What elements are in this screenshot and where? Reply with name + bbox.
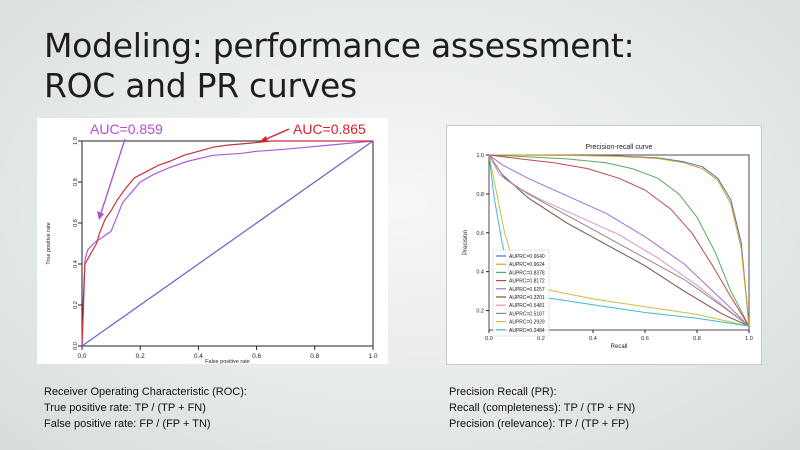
roc-x-axis-label: False positive rate bbox=[205, 359, 250, 364]
roc-y-tick-label: 0.8 bbox=[73, 178, 79, 186]
roc-annotation-red: AUC=0.865 bbox=[293, 121, 366, 137]
pr-caption: Precision Recall (PR): Recall (completen… bbox=[449, 384, 635, 432]
roc-y-tick-label: 0.2 bbox=[73, 301, 79, 309]
pr-y-axis-label: Precision bbox=[463, 230, 469, 255]
pr-y-tick-label: 0.4 bbox=[476, 270, 484, 276]
roc-caption: Receiver Operating Characteristic (ROC):… bbox=[44, 384, 247, 432]
roc-plot-frame bbox=[81, 140, 374, 347]
pr-chart: Precision-recall curve 0.0 0.2 0.4 0.6 0.8 1.0… bbox=[463, 144, 753, 350]
pr-legend-label-3: AUPRC=0.8172 bbox=[509, 279, 545, 285]
pr-series-line-4 bbox=[488, 154, 750, 327]
roc-y-axis-label: True positive rate bbox=[46, 222, 52, 264]
roc-x-tick-label: 0.0 bbox=[77, 353, 86, 360]
pr-x-tick-label: 0.8 bbox=[693, 336, 701, 342]
pr-caption-recall: Recall (completeness): TP / (TP + FN) bbox=[449, 402, 636, 414]
pr-legend-label-0: AUPRC=0.9640 bbox=[509, 254, 545, 260]
slide-title: Modeling: performance assessment: ROC an… bbox=[44, 26, 635, 106]
roc-annotation-arrowhead-red bbox=[259, 136, 268, 142]
pr-series-line-1 bbox=[488, 154, 750, 327]
roc-annotation-arrow-red bbox=[263, 128, 290, 141]
pr-series-line-3 bbox=[488, 154, 750, 327]
roc-x-tick-label: 0.4 bbox=[194, 353, 203, 360]
pr-legend-label-9: AUPRC=0.2484 bbox=[509, 328, 545, 334]
pr-legend-label-7: AUPRC=0.5187 bbox=[509, 311, 545, 317]
roc-y-tick-label: 0.0 bbox=[73, 342, 79, 350]
roc-caption-fpr: False positive rate: FP / (FP + TN) bbox=[44, 418, 211, 430]
pr-y-tick-label: 0.8 bbox=[476, 192, 484, 198]
pr-x-axis-label: Recall bbox=[611, 344, 628, 350]
roc-series-line-2 bbox=[81, 140, 374, 347]
pr-chart-title: Precision-recall curve bbox=[586, 144, 653, 151]
pr-y-tick-label: 0.2 bbox=[476, 309, 484, 315]
pr-legend-label-1: AUPRC=0.9624 bbox=[509, 262, 545, 268]
roc-y-tick-label: 0.4 bbox=[73, 260, 79, 268]
pr-x-tick-label: 0.0 bbox=[485, 336, 493, 342]
pr-plot-frame bbox=[488, 154, 750, 331]
pr-caption-heading: Precision Recall (PR): bbox=[449, 386, 557, 398]
pr-legend-label-4: AUPRC=0.6257 bbox=[509, 287, 545, 293]
slide-title-line-1: Modeling: performance assessment: bbox=[44, 26, 635, 65]
pr-legend-label-5: AUPRC=0.3201 bbox=[509, 295, 545, 301]
roc-y-tick-label: 0.6 bbox=[73, 219, 79, 227]
roc-series-line-1 bbox=[81, 140, 373, 347]
pr-x-tick-label: 0.6 bbox=[641, 336, 649, 342]
roc-caption-tpr: True positive rate: TP / (TP + FN) bbox=[44, 402, 206, 414]
pr-x-tick-label: 0.4 bbox=[589, 336, 597, 342]
pr-series-line-2 bbox=[488, 154, 750, 327]
pr-legend-label-6: AUPRC=0.5481 bbox=[509, 303, 545, 309]
roc-series-line-0 bbox=[81, 140, 374, 347]
pr-x-tick-label: 0.2 bbox=[537, 336, 545, 342]
pr-y-tick-label: 1.0 bbox=[476, 153, 484, 159]
roc-annotation-purple: AUC=0.859 bbox=[90, 121, 163, 137]
pr-caption-precision: Precision (relevance): TP / (TP + FP) bbox=[449, 418, 630, 430]
roc-x-tick-label: 0.2 bbox=[136, 353, 145, 360]
roc-chart: 0.0 0.2 0.4 0.6 0.8 1.0 0.0 0.2 0.4 0.6 0.8 1.0 Fals… bbox=[46, 121, 378, 364]
roc-y-tick-label: 1.0 bbox=[73, 137, 79, 145]
roc-caption-heading: Receiver Operating Characteristic (ROC): bbox=[44, 386, 247, 398]
pr-chart-panel: Precision-recall curve 0.0 0.2 0.4 0.6 0.8 1.0… bbox=[446, 125, 762, 365]
roc-x-tick-label: 0.6 bbox=[252, 353, 261, 360]
roc-chart-panel: 0.0 0.2 0.4 0.6 0.8 1.0 0.0 0.2 0.4 0.6 0.8 1.0 Fals… bbox=[37, 118, 388, 364]
roc-x-tick-label: 1.0 bbox=[368, 353, 377, 360]
roc-annotation-arrow-purple bbox=[100, 138, 126, 214]
pr-series-line-7 bbox=[488, 154, 750, 327]
roc-x-tick-label: 0.8 bbox=[310, 353, 319, 360]
pr-x-tick-label: 1.0 bbox=[745, 336, 753, 342]
roc-annotation-arrowhead-purple bbox=[97, 211, 104, 220]
pr-legend-label-8: AUPRC=0.2929 bbox=[509, 320, 545, 326]
pr-y-tick-label: 0.6 bbox=[476, 231, 484, 237]
slide-title-line-2: ROC and PR curves bbox=[44, 66, 357, 105]
pr-legend-label-2: AUPRC=0.8378 bbox=[509, 270, 545, 276]
